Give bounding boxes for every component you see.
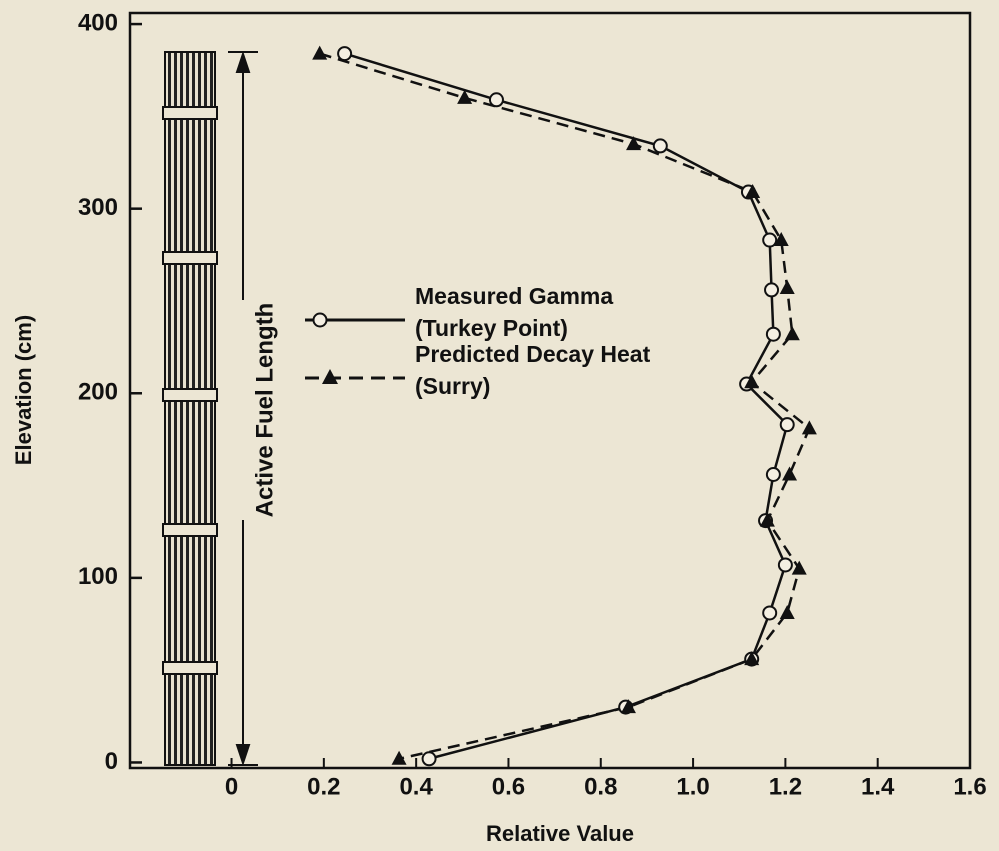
legend-label: Measured Gamma bbox=[415, 283, 613, 309]
data-point bbox=[391, 750, 407, 765]
x-tick-label: 0 bbox=[225, 773, 238, 800]
x-tick-label: 1.0 bbox=[676, 773, 709, 800]
x-tick-label: 0.2 bbox=[307, 773, 340, 800]
data-point bbox=[744, 374, 760, 389]
data-point bbox=[457, 89, 473, 104]
data-point bbox=[784, 326, 800, 341]
data-point bbox=[421, 751, 437, 767]
y-tick-label: 400 bbox=[78, 9, 118, 36]
x-tick-label: 1.2 bbox=[769, 773, 802, 800]
x-tick-label: 1.6 bbox=[953, 773, 986, 800]
x-tick-label: 0.8 bbox=[584, 773, 617, 800]
data-point bbox=[777, 557, 793, 573]
data-point bbox=[764, 282, 780, 298]
annotation: Active Fuel Length bbox=[251, 303, 278, 518]
legend-label: (Turkey Point) bbox=[415, 315, 568, 341]
data-point bbox=[762, 605, 778, 621]
plot-frame bbox=[128, 11, 972, 770]
y-tick-label: 200 bbox=[78, 379, 118, 406]
data-point bbox=[745, 184, 761, 199]
y-tick-label: 300 bbox=[78, 194, 118, 221]
data-point bbox=[773, 232, 789, 247]
series-line bbox=[344, 52, 789, 760]
data-point bbox=[488, 92, 504, 108]
data-point bbox=[791, 560, 807, 575]
x-tick-label: 0.6 bbox=[492, 773, 525, 800]
legend-marker bbox=[322, 369, 338, 384]
data-point bbox=[782, 466, 798, 481]
y-tick-label: 100 bbox=[78, 563, 118, 590]
fuel-rod bbox=[162, 51, 218, 766]
data-point bbox=[801, 420, 817, 435]
series-line bbox=[319, 52, 811, 760]
data-point bbox=[759, 512, 775, 527]
fuel-length-arrow bbox=[228, 50, 258, 767]
data-point bbox=[337, 46, 353, 62]
legend-label: (Surry) bbox=[415, 373, 490, 399]
data-point bbox=[779, 280, 795, 295]
legend-label: Predicted Decay Heat bbox=[415, 341, 651, 367]
y-tick-label: 0 bbox=[105, 748, 118, 775]
data-point bbox=[626, 136, 642, 151]
x-tick-label: 0.4 bbox=[399, 773, 433, 800]
data-point bbox=[762, 232, 778, 248]
x-tick-label: 1.4 bbox=[861, 773, 895, 800]
data-point bbox=[779, 604, 795, 619]
data-point bbox=[765, 326, 781, 342]
data-point bbox=[744, 651, 760, 666]
data-point bbox=[312, 45, 328, 60]
legend-marker bbox=[312, 312, 328, 328]
data-point bbox=[779, 417, 795, 433]
data-point bbox=[652, 138, 668, 154]
x-axis-label: Relative Value bbox=[486, 821, 634, 846]
y-axis-label: Elevation (cm) bbox=[11, 315, 36, 465]
data-point bbox=[765, 466, 781, 482]
data-point bbox=[620, 699, 636, 714]
